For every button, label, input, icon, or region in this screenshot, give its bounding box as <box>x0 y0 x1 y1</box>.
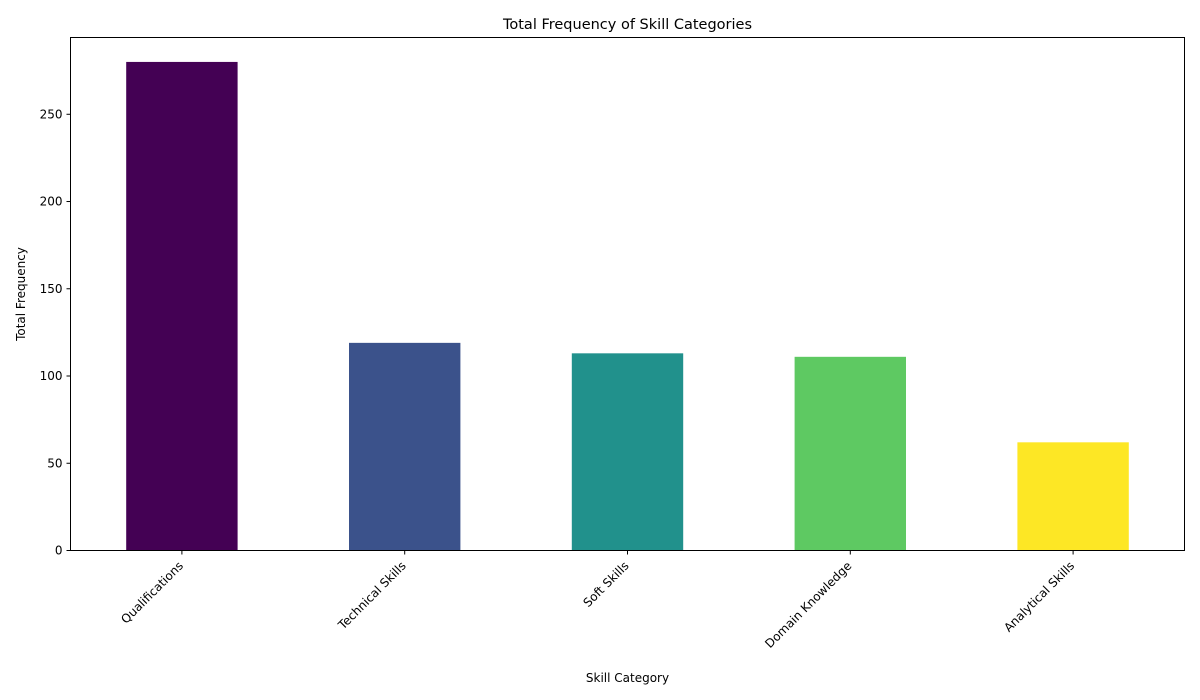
bar-domain-knowledge <box>794 356 906 551</box>
bar-qualifications <box>126 61 238 551</box>
x-axis-ticks: Qualifications Technical Skills Soft Skill… <box>118 550 1077 651</box>
x-tick-label: Technical Skills <box>335 559 409 633</box>
y-tick-label: 50 <box>47 456 62 470</box>
plot-frame <box>70 37 1185 551</box>
bar-analytical-skills <box>1017 442 1129 551</box>
y-tick-label: 250 <box>40 107 63 121</box>
x-tick-label: Analytical Skills <box>1001 559 1077 635</box>
bars-group <box>126 61 1129 551</box>
x-tick-label: Qualifications <box>118 559 186 627</box>
y-tick-label: 200 <box>40 195 63 209</box>
bar-soft-skills <box>571 353 684 551</box>
x-axis-title: Skill Category <box>586 671 669 685</box>
y-axis-title: Total Frequency <box>14 247 28 342</box>
bar-technical-skills <box>349 342 461 551</box>
y-axis-ticks: 0 50 100 150 200 250 <box>40 107 71 558</box>
x-tick-label: Domain Knowledge <box>762 559 854 651</box>
x-tick-label: Soft Skills <box>580 559 631 610</box>
chart-title: Total Frequency of Skill Categories <box>502 17 752 33</box>
y-tick-label: 100 <box>40 369 63 383</box>
y-tick-label: 0 <box>55 544 63 558</box>
y-tick-label: 150 <box>40 282 63 296</box>
